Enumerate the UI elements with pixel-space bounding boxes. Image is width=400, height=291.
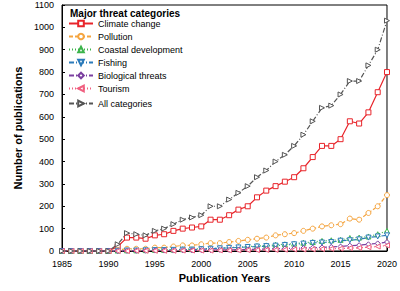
svg-text:900: 900 <box>39 45 54 55</box>
svg-text:400: 400 <box>39 157 54 167</box>
svg-text:Climate change: Climate change <box>98 19 161 29</box>
svg-text:All categories: All categories <box>98 99 153 109</box>
svg-text:Biological threats: Biological threats <box>98 71 167 81</box>
svg-text:2020: 2020 <box>377 259 397 269</box>
svg-text:100: 100 <box>39 224 54 234</box>
svg-text:700: 700 <box>39 89 54 99</box>
svg-text:2015: 2015 <box>331 259 351 269</box>
svg-text:300: 300 <box>39 179 54 189</box>
svg-text:1995: 1995 <box>145 259 165 269</box>
svg-text:Major threat categories: Major threat categories <box>70 8 180 19</box>
svg-text:1000: 1000 <box>34 22 54 32</box>
svg-text:Pollution: Pollution <box>98 32 133 42</box>
svg-text:Tourism: Tourism <box>98 84 130 94</box>
svg-text:0: 0 <box>49 246 54 256</box>
svg-text:Fishing: Fishing <box>98 58 127 68</box>
svg-text:200: 200 <box>39 201 54 211</box>
svg-text:2005: 2005 <box>238 259 258 269</box>
svg-text:1100: 1100 <box>35 0 54 10</box>
svg-text:Publication Years: Publication Years <box>179 272 271 284</box>
svg-text:2010: 2010 <box>284 259 304 269</box>
svg-text:Coastal development: Coastal development <box>98 45 183 55</box>
svg-text:600: 600 <box>39 112 54 122</box>
svg-text:2000: 2000 <box>191 259 211 269</box>
svg-text:500: 500 <box>39 134 54 144</box>
svg-text:Number of publications: Number of publications <box>12 67 24 190</box>
svg-text:800: 800 <box>39 67 54 77</box>
svg-text:1990: 1990 <box>98 259 118 269</box>
svg-text:1985: 1985 <box>52 259 72 269</box>
